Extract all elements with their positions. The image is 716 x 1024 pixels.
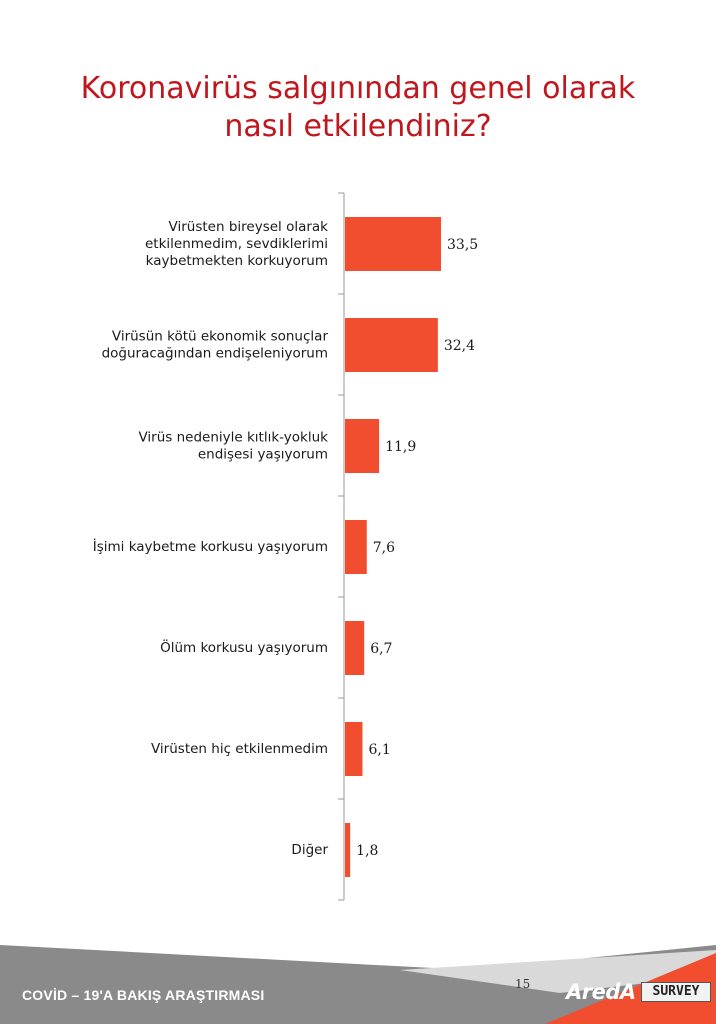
page-title: Koronavirüs salgınından genel olarak nas… [0,70,716,146]
title-line-1: Koronavirüs salgınından genel olarak [80,71,636,106]
brand-logo: AredA [566,980,636,1004]
category-label-line: Virüs nedeniyle kıtlık-yokluk [138,430,328,446]
category-label-line: Virüsün kötü ekonomik sonuçlar [112,329,329,345]
footer-light-wedge [400,950,716,993]
category-label-7: Diğer [291,842,328,858]
value-label-4: 7,6 [373,540,395,556]
value-label-3: 11,9 [385,439,416,455]
brand-suffix: SURVEY [641,982,711,1002]
value-label-2: 32,4 [444,338,475,354]
category-label-line: İşimi kaybetme korkusu yaşıyorum [93,537,328,555]
footer-band [0,945,716,1024]
value-label-1: 33,5 [447,237,478,253]
category-label-line: kaybetmekten korkuyorum [146,253,328,269]
bar-5 [345,621,365,675]
value-label-5: 6,7 [370,641,392,657]
category-label-4: İşimi kaybetme korkusu yaşıyorum [93,537,328,555]
footer-title: COVİD – 19'A BAKIŞ ARAŞTIRMASI [22,987,265,1003]
category-label-6: Virüsten hiç etkilenmedim [151,741,328,757]
bar-2 [345,318,438,372]
value-label-6: 6,1 [368,742,390,758]
category-label-line: Virüsten bireysel olarak [169,219,329,235]
bar-4 [345,520,367,574]
category-label-line: Virüsten hiç etkilenmedim [151,741,328,757]
footer-orange-wedge [545,953,716,1024]
category-label-3: Virüs nedeniyle kıtlık-yokluk endişesi ya… [138,430,328,463]
bar-7 [345,823,351,877]
category-label-line: etkilenmedim, sevdiklerimi [145,236,328,252]
category-label-line: doğuracağından endişeleniyorum [102,346,328,362]
category-label-line: Ölüm korkusu yaşıyorum [160,638,328,656]
bar-3 [345,419,380,473]
category-label-2: Virüsün kötü ekonomik sonuçlar doğuracağı… [102,329,329,362]
category-label-1: Virüsten bireysel olarak etkilenmedim, se… [145,219,328,269]
category-label-line: Diğer [291,842,328,858]
value-label-7: 1,8 [356,843,378,859]
bar-1 [345,217,441,271]
bar-6 [345,722,363,776]
title-line-2: nasıl etkilendiniz? [224,109,492,144]
bar-chart: 33,5 Virüsten bireysel olarak etkilenmedim… [93,192,478,901]
category-label-line: endişesi yaşıyorum [198,447,328,463]
page-number: 15 [515,977,531,991]
category-label-5: Ölüm korkusu yaşıyorum [160,638,328,656]
